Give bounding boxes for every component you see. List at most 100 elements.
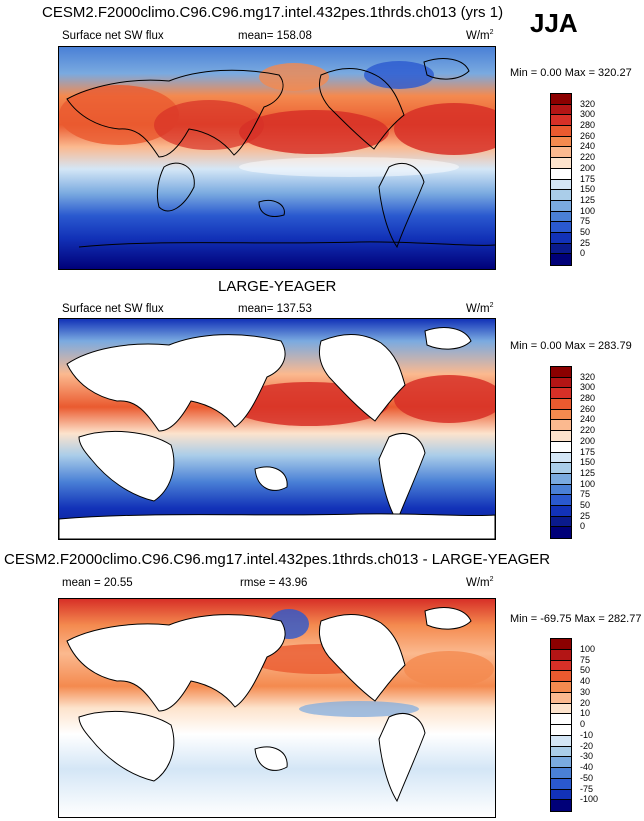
colorbar-tick-label: -40 bbox=[580, 762, 594, 772]
panel1-units-label: W/m2 bbox=[466, 29, 494, 42]
colorbar-tick-label: 0 bbox=[580, 521, 586, 532]
colorbar-swatch bbox=[551, 682, 571, 693]
colorbar-tick-label: 175 bbox=[580, 173, 596, 184]
colorbar-tick-label: 200 bbox=[580, 435, 596, 446]
panel2-mean-label: mean= 137.53 bbox=[238, 303, 312, 315]
colorbar-tick-label: 75 bbox=[580, 489, 591, 500]
colorbar-tick-label: -100 bbox=[580, 794, 599, 805]
panel2-colorbar-labels: 320 300 280 260 240 220 200 175 150 125 100 75 50 25 0 bbox=[580, 366, 620, 537]
colorbar-swatch bbox=[551, 725, 571, 736]
colorbar-tick-label: 125 bbox=[580, 194, 596, 205]
panel1-map bbox=[58, 46, 496, 270]
colorbar-tick-label: 25 bbox=[580, 510, 591, 521]
colorbar-tick-label: 100 bbox=[580, 205, 596, 216]
colorbar-tick-label: 100 bbox=[580, 643, 596, 654]
colorbar-swatch bbox=[551, 179, 571, 191]
colorbar-tick-label: 260 bbox=[580, 403, 596, 414]
colorbar-swatch bbox=[551, 441, 571, 453]
colorbar-swatch bbox=[551, 692, 571, 704]
colorbar-swatch bbox=[551, 200, 571, 212]
colorbar-swatch bbox=[551, 158, 571, 169]
colorbar-swatch bbox=[551, 800, 571, 811]
panel1-title: CESM2.F2000climo.C96.C96.mg17.intel.432p… bbox=[42, 4, 504, 21]
colorbar-swatch bbox=[551, 473, 571, 485]
colorbar-tick-label: 25 bbox=[580, 237, 591, 248]
colorbar-swatch bbox=[551, 768, 571, 779]
colorbar-tick-label: 300 bbox=[580, 109, 596, 120]
colorbar-tick-label: 320 bbox=[580, 371, 596, 382]
colorbar-swatch bbox=[551, 714, 571, 725]
colorbar-tick-label: 240 bbox=[580, 414, 596, 425]
colorbar-tick-label: 320 bbox=[580, 98, 596, 109]
colorbar-swatch bbox=[551, 778, 571, 790]
colorbar-swatch bbox=[551, 495, 571, 506]
colorbar-tick-label: 150 bbox=[580, 457, 596, 468]
colorbar-tick-label: -10 bbox=[580, 729, 594, 740]
colorbar-swatch bbox=[551, 377, 571, 389]
panel1-variable-label: Surface net SW flux bbox=[62, 30, 164, 42]
colorbar-tick-label: 30 bbox=[580, 686, 591, 697]
colorbar-swatch bbox=[551, 409, 571, 421]
panel2-colorbar bbox=[550, 366, 572, 539]
colorbar-tick-label: 220 bbox=[580, 425, 596, 436]
colorbar-tick-label: 20 bbox=[580, 697, 591, 708]
colorbar-tick-label: 0 bbox=[580, 248, 586, 259]
colorbar-swatch bbox=[551, 222, 571, 233]
colorbar-tick-label: 150 bbox=[580, 184, 596, 195]
panel3-mean-label: mean = 20.55 bbox=[62, 577, 133, 589]
colorbar-tick-label: 50 bbox=[580, 665, 591, 676]
colorbar-swatch bbox=[551, 232, 571, 244]
panel3-map bbox=[58, 598, 496, 818]
panel2-variable-label: Surface net SW flux bbox=[62, 303, 164, 315]
panel3-rmse-label: rmse = 43.96 bbox=[240, 577, 308, 589]
panel1-minmax-label: Min = 0.00 Max = 320.27 bbox=[510, 67, 632, 79]
colorbar-tick-label: 10 bbox=[580, 708, 591, 719]
colorbar-swatch bbox=[551, 505, 571, 517]
panel2-map bbox=[58, 318, 496, 540]
colorbar-swatch bbox=[551, 660, 571, 672]
colorbar-tick-label: 50 bbox=[580, 226, 591, 237]
colorbar-swatch bbox=[551, 104, 571, 116]
panel2-minmax-label: Min = 0.00 Max = 283.79 bbox=[510, 340, 632, 352]
colorbar-swatch bbox=[551, 94, 571, 105]
panel3-colorbar-labels: 100 75 50 40 30 20 10 0 -10 -20 -30 -40 -50 -75 -100 bbox=[580, 638, 620, 810]
colorbar-swatch bbox=[551, 243, 571, 255]
colorbar-tick-label: 260 bbox=[580, 130, 596, 141]
colorbar-swatch bbox=[551, 746, 571, 758]
colorbar-swatch bbox=[551, 115, 571, 127]
colorbar-swatch bbox=[551, 211, 571, 223]
colorbar-tick-label: 220 bbox=[580, 152, 596, 163]
colorbar-swatch bbox=[551, 388, 571, 400]
colorbar-tick-label: 240 bbox=[580, 141, 596, 152]
panel3-colorbar bbox=[550, 638, 572, 812]
panel3-units-label: W/m2 bbox=[466, 576, 494, 589]
colorbar-tick-label: 175 bbox=[580, 446, 596, 457]
colorbar-tick-label: 200 bbox=[580, 162, 596, 173]
colorbar-tick-label: -75 bbox=[580, 783, 594, 794]
colorbar-tick-label: 280 bbox=[580, 120, 596, 131]
colorbar-tick-label: 300 bbox=[580, 382, 596, 393]
colorbar-swatch bbox=[551, 671, 571, 682]
panel2-title: LARGE-YEAGER bbox=[218, 278, 337, 295]
colorbar-tick-label: -20 bbox=[580, 740, 594, 751]
colorbar-swatch bbox=[551, 168, 571, 180]
panel1-mean-label: mean= 158.08 bbox=[238, 30, 312, 42]
colorbar-swatch bbox=[551, 527, 571, 538]
colorbar-swatch bbox=[551, 147, 571, 159]
colorbar-tick-label: -30 bbox=[580, 751, 594, 762]
colorbar-swatch bbox=[551, 126, 571, 137]
panel3-title: CESM2.F2000climo.C96.C96.mg17.intel.432p… bbox=[4, 551, 551, 568]
panel2-map-field bbox=[59, 319, 495, 539]
colorbar-tick-label: 40 bbox=[580, 676, 591, 686]
panel2-units-label: W/m2 bbox=[466, 302, 494, 315]
panel3-map-field bbox=[59, 599, 495, 817]
colorbar-swatch bbox=[551, 431, 571, 442]
colorbar-tick-label: 75 bbox=[580, 654, 591, 665]
colorbar-swatch bbox=[551, 703, 571, 715]
colorbar-swatch bbox=[551, 757, 571, 768]
colorbar-tick-label: 100 bbox=[580, 478, 596, 489]
colorbar-swatch bbox=[551, 463, 571, 474]
colorbar-tick-label: -50 bbox=[580, 772, 594, 783]
colorbar-swatch bbox=[551, 516, 571, 528]
colorbar-swatch bbox=[551, 789, 571, 801]
